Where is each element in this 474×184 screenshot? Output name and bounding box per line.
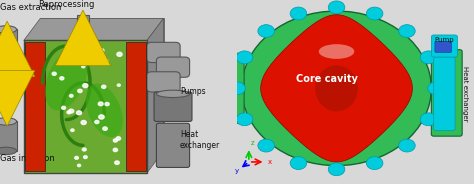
Circle shape [78,89,82,93]
Text: Pump: Pump [435,38,454,43]
Ellipse shape [45,48,88,110]
Circle shape [69,109,74,113]
FancyBboxPatch shape [434,57,455,131]
Ellipse shape [270,33,403,144]
Ellipse shape [428,82,445,95]
Text: Gas extraction: Gas extraction [0,3,61,12]
Circle shape [103,127,107,130]
Circle shape [95,120,99,124]
Circle shape [71,129,74,132]
Polygon shape [40,18,164,151]
Ellipse shape [156,90,190,98]
Text: z: z [251,140,255,146]
Ellipse shape [0,26,17,33]
Circle shape [70,94,73,97]
Circle shape [113,139,118,142]
Ellipse shape [258,25,274,38]
Bar [0,29,17,59]
Ellipse shape [328,163,345,176]
Text: Core cavity: Core cavity [296,74,358,84]
Circle shape [99,115,104,119]
Text: Gas injection: Gas injection [0,154,55,163]
Circle shape [76,111,82,115]
Circle shape [62,106,65,109]
Circle shape [81,121,86,125]
Polygon shape [24,40,147,173]
Ellipse shape [420,113,437,126]
Polygon shape [24,18,164,40]
Ellipse shape [328,1,345,14]
FancyBboxPatch shape [156,123,190,167]
Circle shape [75,156,78,159]
FancyBboxPatch shape [431,35,457,57]
Ellipse shape [236,113,253,126]
Circle shape [100,49,104,52]
Ellipse shape [420,51,437,64]
Circle shape [60,77,64,80]
Circle shape [117,52,122,56]
Bar [0,121,17,151]
Circle shape [82,148,86,151]
Bar [77,15,89,40]
Ellipse shape [290,7,307,20]
Circle shape [52,72,56,75]
Ellipse shape [0,147,17,155]
Circle shape [82,65,85,68]
Circle shape [83,84,88,88]
Text: Heat exchanger: Heat exchanger [462,66,467,122]
FancyBboxPatch shape [431,50,462,136]
Ellipse shape [366,157,383,170]
Text: Heat
exchanger: Heat exchanger [180,130,220,150]
Circle shape [115,161,119,164]
Circle shape [117,84,120,86]
Ellipse shape [236,51,253,64]
Circle shape [116,137,120,140]
Ellipse shape [0,55,17,63]
Ellipse shape [399,25,415,38]
Circle shape [103,59,108,63]
FancyBboxPatch shape [156,57,190,77]
FancyBboxPatch shape [435,41,451,52]
FancyBboxPatch shape [147,42,180,63]
Circle shape [78,164,81,167]
Text: y: y [235,168,239,174]
Ellipse shape [228,82,246,95]
Ellipse shape [242,11,431,166]
Circle shape [83,156,87,158]
Circle shape [105,102,109,106]
Ellipse shape [0,118,17,125]
Bar [126,42,146,171]
Circle shape [101,85,106,89]
Text: Pumps: Pumps [180,88,206,96]
Bar [25,42,45,171]
Circle shape [98,102,103,106]
Ellipse shape [366,7,383,20]
FancyBboxPatch shape [216,53,244,123]
Polygon shape [261,15,412,162]
Circle shape [113,148,118,152]
FancyBboxPatch shape [154,92,192,121]
Ellipse shape [315,65,358,111]
Text: x: x [268,159,272,165]
Ellipse shape [319,44,354,59]
Ellipse shape [258,139,274,152]
Circle shape [67,111,71,114]
Polygon shape [147,18,164,173]
Text: Reprocessing: Reprocessing [38,0,94,9]
Ellipse shape [290,157,307,170]
FancyBboxPatch shape [147,72,180,92]
Ellipse shape [399,139,415,152]
Ellipse shape [86,84,123,137]
